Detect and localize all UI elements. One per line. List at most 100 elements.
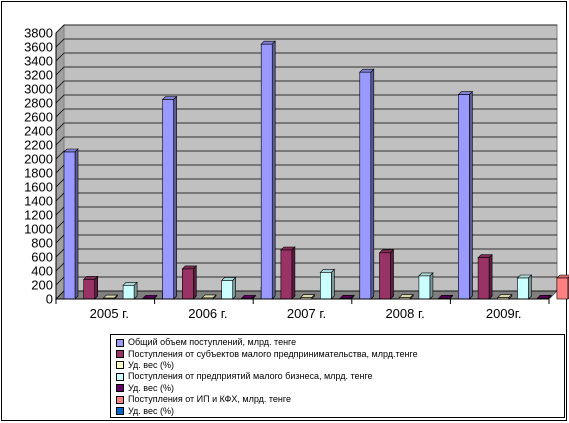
- bar: [477, 257, 490, 300]
- bar: [221, 280, 233, 300]
- gridline-side: [55, 290, 65, 300]
- bar-side: [232, 276, 236, 300]
- legend-item: Общий объем поступлений, млрд. тенге: [116, 337, 564, 348]
- bar: [359, 71, 372, 300]
- gridline-side: [55, 248, 65, 258]
- legend-label: Поступления от субъектов малого предприн…: [128, 348, 418, 359]
- y-tick-label: 1400: [24, 194, 53, 209]
- bar-side: [528, 274, 532, 300]
- legend-swatch: [116, 338, 124, 347]
- bar: [260, 43, 273, 300]
- legend-item: Поступления от предприятий малого бизнес…: [116, 371, 564, 382]
- y-tick-label: 1600: [24, 180, 53, 195]
- bar-top: [556, 274, 569, 279]
- legend-label: Уд. вес (%): [128, 359, 174, 370]
- gridline-side: [55, 24, 65, 34]
- y-tick-label: 3200: [24, 68, 53, 83]
- gridline-side: [55, 192, 65, 202]
- gridline-side: [55, 94, 65, 104]
- legend-label: Поступления от ИП и КФХ, млрд. тенге: [128, 394, 291, 405]
- bar-side: [173, 95, 177, 300]
- x-tick-label: 2008 г.: [385, 306, 424, 321]
- bar: [122, 285, 135, 300]
- x-tick-label: 2005 г.: [90, 306, 129, 321]
- gridline-side: [55, 52, 65, 62]
- legend-item: Уд. вес (%): [116, 360, 564, 371]
- bar: [63, 151, 76, 300]
- legend-item: Поступления от субъектов малого предприн…: [116, 348, 564, 359]
- gridline-side: [55, 164, 65, 174]
- bar: [280, 249, 293, 300]
- y-tick-label: 600: [31, 250, 53, 265]
- y-tick-label: 2200: [24, 138, 53, 153]
- legend-swatch: [116, 372, 124, 381]
- y-tick-label: 800: [31, 236, 53, 251]
- y-tick-label: 3800: [24, 26, 53, 41]
- y-tick-label: 2600: [24, 110, 53, 125]
- legend: Общий объем поступлений, млрд. тенге Пост…: [110, 334, 565, 418]
- bar-side: [94, 275, 98, 300]
- bar-side: [271, 40, 276, 300]
- bar: [83, 279, 95, 300]
- y-tick-label: 2800: [24, 96, 53, 111]
- plot-back-wall: [63, 24, 558, 292]
- y-tick-label: 2400: [24, 124, 53, 139]
- bar-side: [133, 281, 138, 300]
- legend-label: Уд. вес (%): [128, 405, 174, 416]
- y-tick-label: 1000: [24, 222, 53, 237]
- legend-swatch: [116, 407, 124, 416]
- bar: [418, 275, 431, 300]
- y-tick-label: 2000: [24, 152, 53, 167]
- bar: [458, 94, 470, 300]
- legend-item: Уд. вес (%): [116, 405, 564, 416]
- bar: [379, 252, 391, 300]
- y-tick-label: 3000: [24, 82, 53, 97]
- y-tick-label: 3600: [24, 40, 53, 55]
- legend-item: Уд. вес (%): [116, 383, 564, 394]
- gridline-side: [55, 108, 65, 118]
- gridline-side: [55, 206, 65, 216]
- gridline-side: [55, 38, 65, 48]
- gridline-side: [55, 262, 65, 272]
- legend-label: Уд. вес (%): [128, 382, 174, 393]
- bar: [162, 99, 174, 300]
- gridline-side: [55, 276, 65, 286]
- y-tick-label: 1200: [24, 208, 53, 223]
- gridline-side: [55, 178, 65, 188]
- gridline-side: [55, 66, 65, 76]
- plot-side-wall: [55, 23, 65, 301]
- bar-side: [291, 246, 296, 300]
- bar: [556, 277, 569, 300]
- legend-swatch: [116, 350, 124, 359]
- x-tick-label: 2007 г.: [287, 306, 326, 321]
- legend-swatch: [116, 395, 124, 404]
- bar-side: [488, 253, 493, 300]
- gridline-side: [55, 136, 65, 146]
- x-tick-label: 2006 г.: [188, 306, 227, 321]
- gridline-side: [55, 234, 65, 244]
- legend-item: Поступления от ИП и КФХ, млрд. тенге: [116, 394, 564, 405]
- gridline-side: [55, 220, 65, 230]
- legend-swatch: [116, 384, 124, 393]
- bar-side: [74, 148, 79, 300]
- legend-label: Поступления от предприятий малого бизнес…: [128, 371, 373, 382]
- bar-side: [390, 249, 394, 300]
- bar-side: [469, 90, 473, 300]
- bar: [517, 277, 529, 300]
- bar: [319, 272, 332, 300]
- y-tick-label: 3400: [24, 54, 53, 69]
- gridline-side: [55, 122, 65, 132]
- y-tick-label: 0: [46, 292, 53, 307]
- x-tick-label: 2009г.: [486, 306, 522, 321]
- bar-side: [330, 268, 335, 300]
- legend-swatch: [116, 361, 124, 370]
- y-tick-label: 200: [31, 278, 53, 293]
- legend-label: Общий объем поступлений, млрд. тенге: [128, 337, 297, 348]
- bar-side: [193, 265, 197, 300]
- bar: [182, 268, 194, 300]
- y-tick-label: 400: [31, 264, 53, 279]
- bar-side: [429, 272, 434, 300]
- y-tick-label: 1800: [24, 166, 53, 181]
- gridline-side: [55, 150, 65, 160]
